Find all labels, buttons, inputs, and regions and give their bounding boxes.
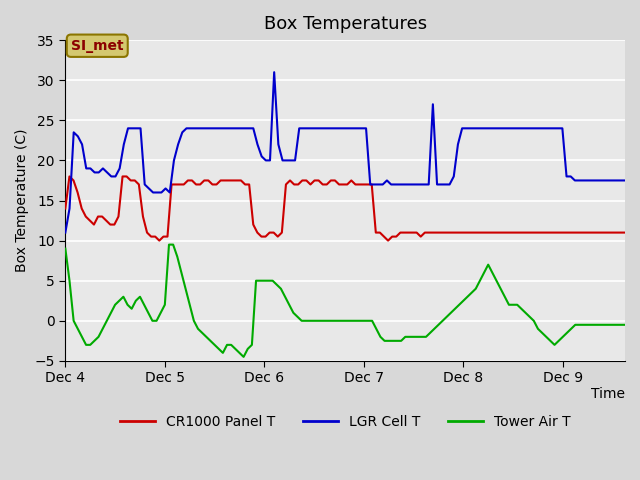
Text: SI_met: SI_met: [71, 39, 124, 53]
Y-axis label: Box Temperature (C): Box Temperature (C): [15, 129, 29, 272]
Title: Box Temperatures: Box Temperatures: [264, 15, 427, 33]
Legend: CR1000 Panel T, LGR Cell T, Tower Air T: CR1000 Panel T, LGR Cell T, Tower Air T: [115, 409, 576, 435]
X-axis label: Time: Time: [591, 386, 625, 400]
